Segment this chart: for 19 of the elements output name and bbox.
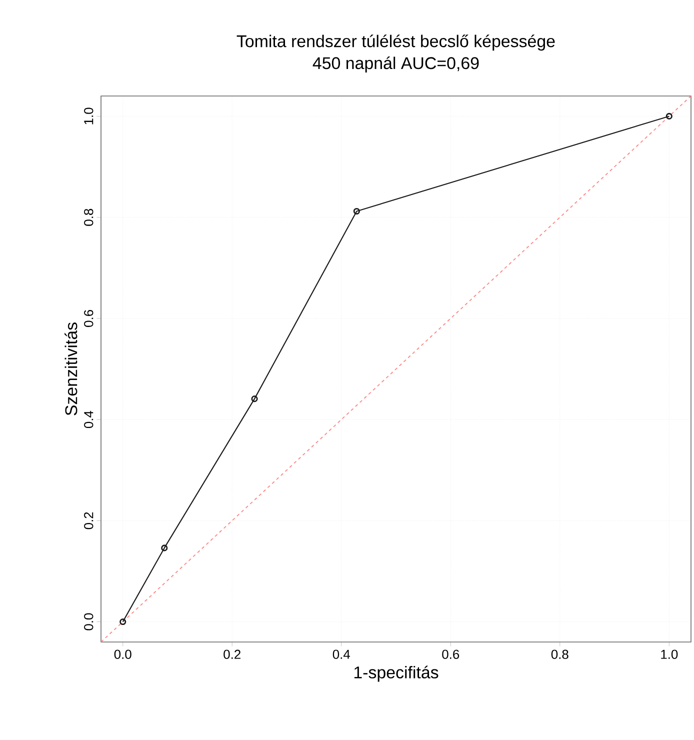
- y-tick-label: 0.2: [84, 512, 94, 530]
- x-tick-label: 0.2: [224, 650, 240, 659]
- x-tick-label: 0.0: [114, 650, 132, 659]
- y-tick-label: 1.0: [84, 108, 94, 124]
- chart-subtitle: 450 napnál AUC=0,69: [312, 56, 479, 72]
- point: [161, 544, 168, 552]
- y-tick-label: 0.8: [84, 208, 94, 226]
- y-tick-label: 0.0: [84, 613, 94, 630]
- x-tick-label: 1.0: [661, 650, 678, 659]
- x-tick-label: 0.6: [442, 650, 460, 659]
- x-tick-label: 0.8: [551, 650, 568, 659]
- point: [251, 396, 258, 402]
- chart-title: Tomita rendszer túlélést becslő képessége: [236, 34, 555, 51]
- x-tick-label: 0.4: [332, 650, 350, 659]
- y-axis-title: Szenzitivitás: [64, 322, 78, 416]
- y-tick-label: 0.4: [84, 410, 94, 428]
- point: [353, 208, 360, 215]
- x-axis-title: 1-specifitás: [354, 666, 438, 682]
- y-tick-label: 0.6: [84, 310, 94, 327]
